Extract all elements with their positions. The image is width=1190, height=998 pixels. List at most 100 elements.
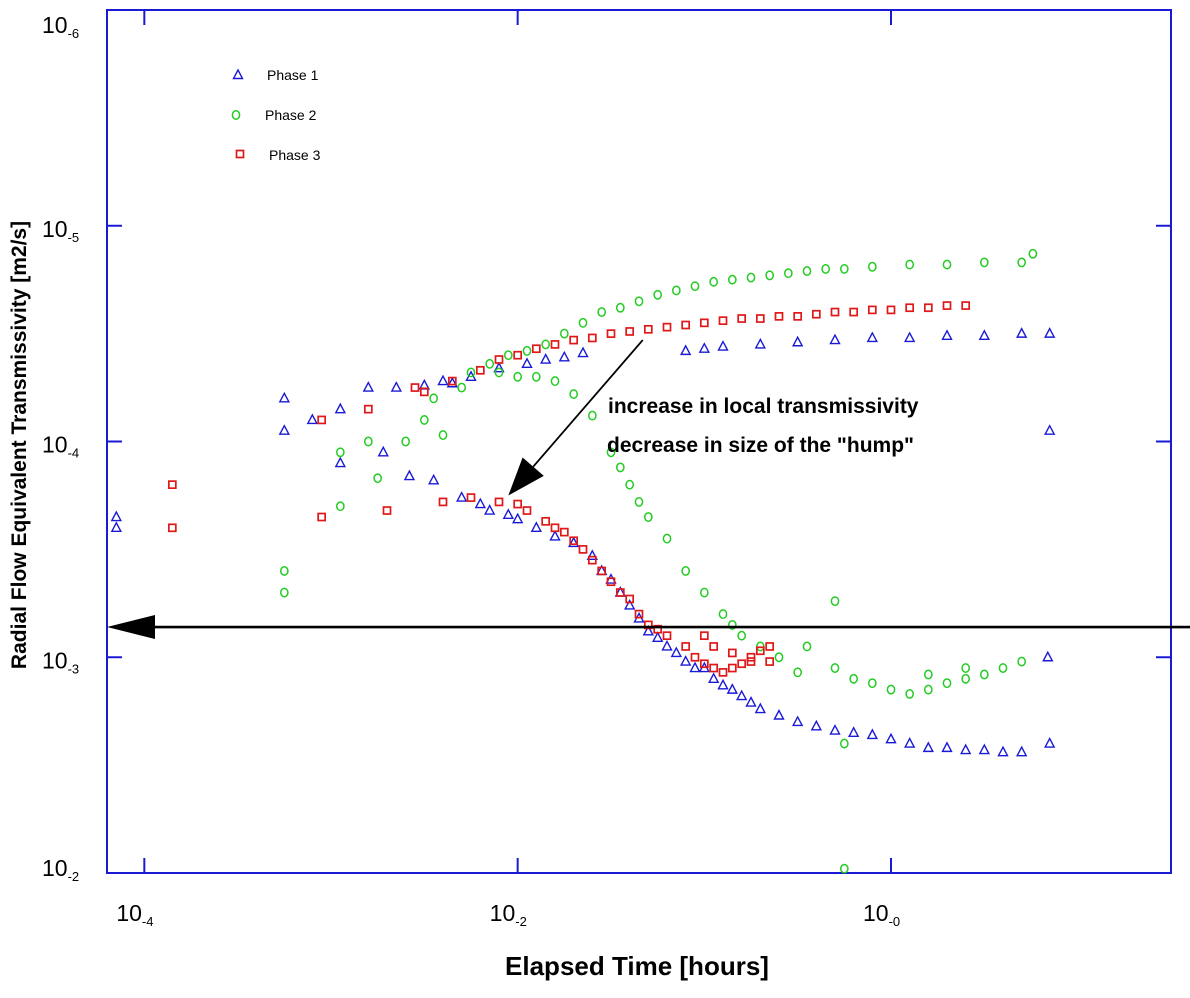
data-point-triangle xyxy=(512,512,524,524)
annotation-arrow-head xyxy=(107,615,155,640)
data-point-triangle xyxy=(642,624,654,636)
data-point-triangle xyxy=(334,402,346,414)
data-point-circle xyxy=(279,566,289,576)
data-point-square xyxy=(447,376,457,386)
data-point-triangle xyxy=(726,683,738,694)
data-point-triangle xyxy=(484,504,496,515)
data-point-triangle xyxy=(997,745,1009,757)
data-point-square xyxy=(513,350,523,360)
x-tick-label: 10-2 xyxy=(490,900,527,929)
data-point-square xyxy=(765,657,775,666)
data-point-square xyxy=(167,523,177,533)
data-points xyxy=(110,248,1056,874)
annotation-arrow-line xyxy=(532,339,644,468)
data-point-circle xyxy=(503,350,513,361)
data-point-square xyxy=(690,652,700,662)
data-point-square xyxy=(727,663,737,673)
data-point-triangle xyxy=(904,737,916,748)
data-point-circle xyxy=(905,259,915,270)
data-point-circle xyxy=(569,389,579,399)
data-point-circle xyxy=(905,688,915,699)
legend-marker-circle xyxy=(231,110,241,120)
data-point-circle xyxy=(466,367,476,378)
data-point-square xyxy=(569,335,579,345)
data-point-square xyxy=(550,523,560,533)
data-point-square xyxy=(774,312,784,321)
series-phase-2 xyxy=(279,248,1038,874)
data-point-triangle xyxy=(437,374,449,386)
annotation-line-1: increase in local transmissivity xyxy=(608,395,919,418)
data-point-square xyxy=(625,594,635,604)
data-point-circle xyxy=(587,410,597,421)
data-point-square xyxy=(466,493,476,502)
data-point-circle xyxy=(942,678,952,689)
data-point-square xyxy=(961,301,971,310)
data-point-triangle xyxy=(624,598,636,610)
data-point-triangle xyxy=(680,655,692,666)
data-point-triangle xyxy=(1044,424,1056,435)
data-point-triangle xyxy=(110,521,122,532)
data-point-circle xyxy=(802,641,812,652)
data-point-square xyxy=(737,314,747,323)
data-point-triangle xyxy=(377,445,389,457)
data-point-triangle xyxy=(428,473,440,485)
data-point-circle xyxy=(942,259,952,270)
data-point-triangle xyxy=(736,689,748,701)
data-point-circle xyxy=(559,328,569,339)
data-point-circle xyxy=(643,512,653,522)
data-point-square xyxy=(709,663,719,673)
data-point-circle xyxy=(802,266,812,277)
data-point-circle xyxy=(1017,656,1027,667)
data-point-circle xyxy=(578,317,588,328)
data-point-square xyxy=(550,340,560,349)
data-point-triangle xyxy=(866,331,878,343)
data-point-circle xyxy=(662,533,672,544)
legend-marker-square xyxy=(235,149,245,159)
data-point-triangle xyxy=(978,329,990,340)
data-point-circle xyxy=(718,609,728,620)
data-point-square xyxy=(811,309,821,319)
data-point-triangle xyxy=(941,741,953,753)
data-point-square xyxy=(905,303,915,313)
y-tick-label: 10-6 xyxy=(42,12,79,41)
data-point-circle xyxy=(681,566,691,576)
data-point-circle xyxy=(746,272,756,283)
data-point-circle xyxy=(867,678,877,689)
data-point-square xyxy=(793,312,803,321)
data-point-square xyxy=(923,303,933,313)
data-point-triangle xyxy=(403,469,416,481)
data-point-triangle xyxy=(652,631,664,643)
data-point-circle xyxy=(793,667,803,678)
data-point-circle xyxy=(690,281,700,292)
annotation-arrows xyxy=(107,339,1190,640)
data-point-triangle xyxy=(848,726,860,737)
data-point-square xyxy=(755,314,765,323)
data-point-square xyxy=(494,355,504,364)
legend-marker-triangle xyxy=(232,68,244,80)
data-point-square xyxy=(513,499,523,509)
data-point-circle xyxy=(774,652,784,663)
data-point-triangle xyxy=(577,346,589,358)
data-point-square xyxy=(475,365,485,375)
data-point-circle xyxy=(419,414,429,425)
axis-ticks xyxy=(107,9,1171,874)
data-point-circle xyxy=(671,285,681,296)
data-point-square xyxy=(317,415,327,425)
data-point-square xyxy=(587,333,597,343)
data-point-square xyxy=(746,657,756,666)
data-point-circle xyxy=(522,345,532,356)
data-point-circle xyxy=(457,382,467,393)
data-point-circle xyxy=(727,619,737,630)
data-point-triangle xyxy=(362,381,374,392)
data-point-square xyxy=(634,609,644,619)
data-point-square xyxy=(867,305,877,315)
data-point-square xyxy=(755,646,765,656)
data-point-square xyxy=(541,516,551,526)
data-point-square xyxy=(606,577,616,587)
data-point-circle xyxy=(550,376,560,387)
data-point-circle xyxy=(597,307,607,317)
data-point-triangle xyxy=(792,335,804,347)
data-point-circle xyxy=(363,436,373,447)
data-point-circle xyxy=(699,587,709,598)
